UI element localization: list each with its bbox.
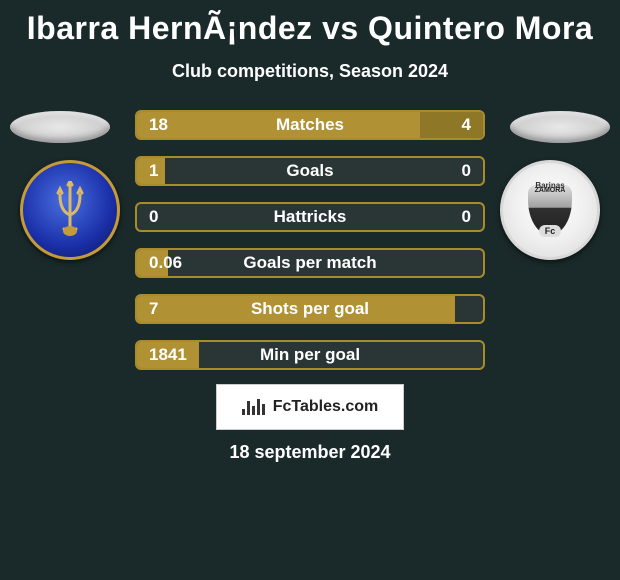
club-badge-right: Barinas ZAMORA Fc	[500, 160, 600, 260]
bar-value-left: 7	[149, 299, 158, 319]
player-avatar-right-placeholder	[510, 111, 610, 143]
bar-value-left: 0.06	[149, 253, 182, 273]
attribution-badge: FcTables.com	[216, 384, 404, 430]
stat-bar-row: Hattricks0 0	[135, 202, 485, 232]
stat-bar-row: Goals1 0	[135, 156, 485, 186]
bar-value-left: 1	[149, 161, 158, 181]
stat-bar-row: Goals per match0.06	[135, 248, 485, 278]
bar-label: Goals per match	[137, 253, 483, 273]
badge-right-top-label: Barinas	[535, 181, 564, 190]
bar-value-left: 0	[149, 207, 158, 227]
date-label: 18 september 2024	[0, 442, 620, 463]
stat-bar-row: Matches18 4	[135, 110, 485, 140]
bar-value-right: 0	[462, 207, 471, 227]
page-title: Ibarra HernÃ¡ndez vs Quintero Mora	[0, 0, 620, 47]
bar-label: Shots per goal	[137, 299, 483, 319]
bar-label: Goals	[137, 161, 483, 181]
attribution-text: FcTables.com	[273, 398, 379, 416]
bar-label: Matches	[137, 115, 483, 135]
bar-value-right: 4	[462, 115, 471, 135]
bar-label: Min per goal	[137, 345, 483, 365]
page-subtitle: Club competitions, Season 2024	[0, 61, 620, 82]
bar-value-left: 18	[149, 115, 168, 135]
stat-bar-row: Shots per goal7	[135, 294, 485, 324]
player-avatar-left-placeholder	[10, 111, 110, 143]
bar-value-right: 0	[462, 161, 471, 181]
stat-bars-container: Matches184Goals10Hattricks00Goals per ma…	[135, 110, 485, 386]
badge-right-bottom-label: Fc	[539, 225, 562, 237]
stat-bar-row: Min per goal1841	[135, 340, 485, 370]
bar-label: Hattricks	[137, 207, 483, 227]
bars-mini-icon	[242, 399, 267, 415]
club-badge-left	[20, 160, 120, 260]
bar-value-left: 1841	[149, 345, 187, 365]
trident-icon	[48, 180, 92, 240]
